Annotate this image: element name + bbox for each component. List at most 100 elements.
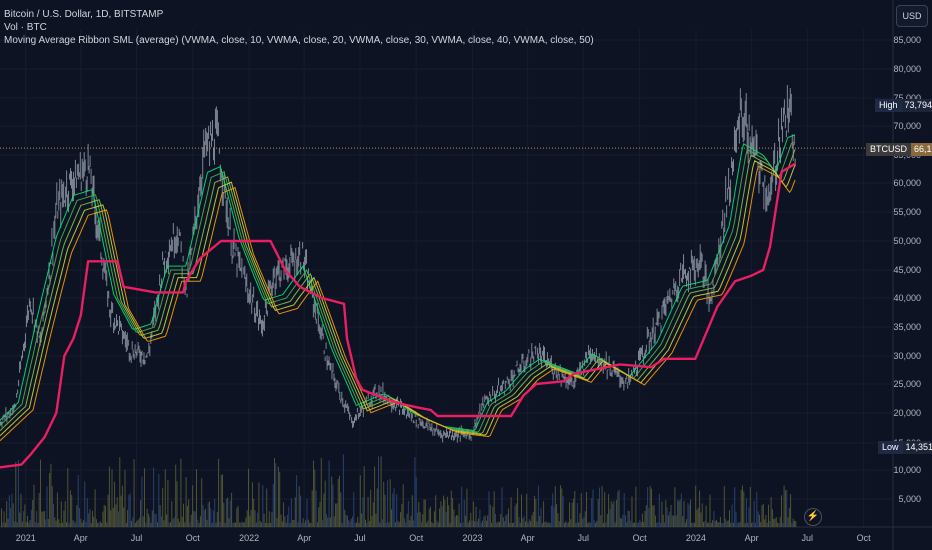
- volume-bar: [502, 517, 504, 527]
- volume-bar: [449, 522, 451, 527]
- volume-bar: [693, 522, 695, 527]
- volume-bar: [552, 493, 554, 527]
- volume-bar: [319, 501, 321, 527]
- y-tick-label: 85,000: [893, 35, 921, 45]
- volume-bar: [340, 492, 342, 527]
- volume-bar: [287, 514, 288, 527]
- time-axis[interactable]: 2021 Apr Jul Oct 2022 Apr Jul Oct 2023 Apr Jul Oct 2…: [16, 533, 871, 543]
- currency-button[interactable]: USD: [896, 5, 928, 27]
- volume-bar: [159, 505, 161, 527]
- volume-bar: [372, 502, 374, 527]
- volume-bar: [353, 492, 355, 527]
- volume-bar: [488, 491, 490, 527]
- volume-bar: [1, 508, 2, 527]
- volume-bar: [270, 522, 272, 527]
- volume-bar: [521, 494, 522, 527]
- volume-bar: [428, 508, 430, 527]
- volume-bar: [218, 458, 220, 527]
- volume-bar: [253, 498, 255, 527]
- volume-bar: [493, 491, 495, 527]
- volume-bar: [370, 489, 372, 527]
- volume-bar: [124, 469, 126, 527]
- x-tick-label: Apr: [745, 533, 759, 543]
- volume-bar: [586, 491, 587, 527]
- volume-bar: [376, 488, 378, 527]
- volume-bar: [34, 522, 36, 527]
- volume-bar: [513, 522, 515, 527]
- volume-bar: [461, 486, 463, 527]
- volume-bar: [498, 521, 500, 527]
- volume-bar: [519, 522, 521, 527]
- volume-bar: [305, 520, 307, 527]
- volume-bar: [433, 511, 435, 527]
- volume-bar: [782, 522, 784, 527]
- volume-bar: [409, 520, 411, 527]
- volume-bar: [612, 503, 613, 527]
- volume-bar: [474, 521, 476, 527]
- volume-bar: [779, 516, 781, 527]
- volume-bar: [417, 512, 418, 527]
- volume-bar: [233, 522, 235, 527]
- y-tick-label: 10,000: [893, 465, 921, 475]
- volume-bar: [649, 485, 651, 527]
- volume-bar: [792, 518, 794, 527]
- volume-bar: [459, 522, 461, 527]
- volume-bar: [15, 462, 17, 527]
- volume-bar: [397, 520, 399, 527]
- volume-bar: [467, 522, 469, 527]
- volume-bar: [146, 508, 148, 527]
- volume-bar: [622, 514, 624, 527]
- volume-bar: [729, 510, 730, 527]
- volume-bar: [625, 515, 626, 527]
- volume-bar: [471, 520, 473, 527]
- indicator-legend[interactable]: Moving Average Ribbon SML (average) (VWM…: [4, 35, 594, 46]
- volume-bar: [410, 515, 412, 527]
- volume-bar: [466, 488, 468, 527]
- volume-bar: [245, 517, 247, 527]
- volume-bar: [495, 513, 496, 527]
- volume-bar: [484, 515, 486, 527]
- y-tick-label: 55,000: [893, 207, 921, 217]
- chart-legend: Bitcoin / U.S. Dollar, 1D, BITSTAMP Vol …: [4, 8, 594, 47]
- volume-bar: [206, 519, 208, 527]
- volume-bar: [786, 489, 788, 527]
- volume-bar: [648, 508, 650, 527]
- volume-bar: [543, 501, 545, 527]
- volume-bar: [198, 522, 200, 527]
- volume-bar: [313, 460, 314, 527]
- volume-bar: [190, 514, 192, 527]
- volume-bar: [6, 501, 8, 527]
- volume-bar: [526, 493, 528, 527]
- volume-bar: [323, 493, 325, 527]
- volume-bar: [697, 507, 699, 527]
- volume-bar: [547, 522, 548, 527]
- volume-bar: [54, 517, 56, 527]
- volume-bar: [457, 515, 459, 527]
- volume-bar: [530, 521, 532, 527]
- volume-bar: [285, 522, 287, 527]
- volume-bar: [166, 514, 168, 527]
- y-tick-label: 70,000: [893, 121, 921, 131]
- volume-bar: [302, 518, 304, 527]
- volume-bar: [345, 514, 347, 527]
- volume-bar: [58, 519, 60, 527]
- symbol-title[interactable]: Bitcoin / U.S. Dollar, 1D, BITSTAMP: [4, 9, 164, 20]
- lightning-icon[interactable]: ⚡: [804, 508, 822, 526]
- volume-bar: [55, 520, 57, 527]
- volume-bar: [400, 512, 402, 527]
- volume-bar: [311, 490, 313, 527]
- volume-bar: [561, 488, 563, 527]
- volume-bar: [645, 505, 647, 527]
- volume-bar: [740, 489, 742, 527]
- y-tick-label: 20,000: [893, 408, 921, 418]
- volume-bar: [431, 522, 433, 527]
- volume-bar: [107, 494, 109, 527]
- x-tick-label: Jul: [354, 533, 366, 543]
- volume-bar: [446, 496, 448, 527]
- slow-ma-line: [0, 162, 797, 469]
- volume-bar: [487, 515, 489, 527]
- volume-legend[interactable]: Vol · BTC: [4, 22, 47, 33]
- volume-bar: [106, 522, 108, 527]
- volume-bar: [77, 474, 79, 527]
